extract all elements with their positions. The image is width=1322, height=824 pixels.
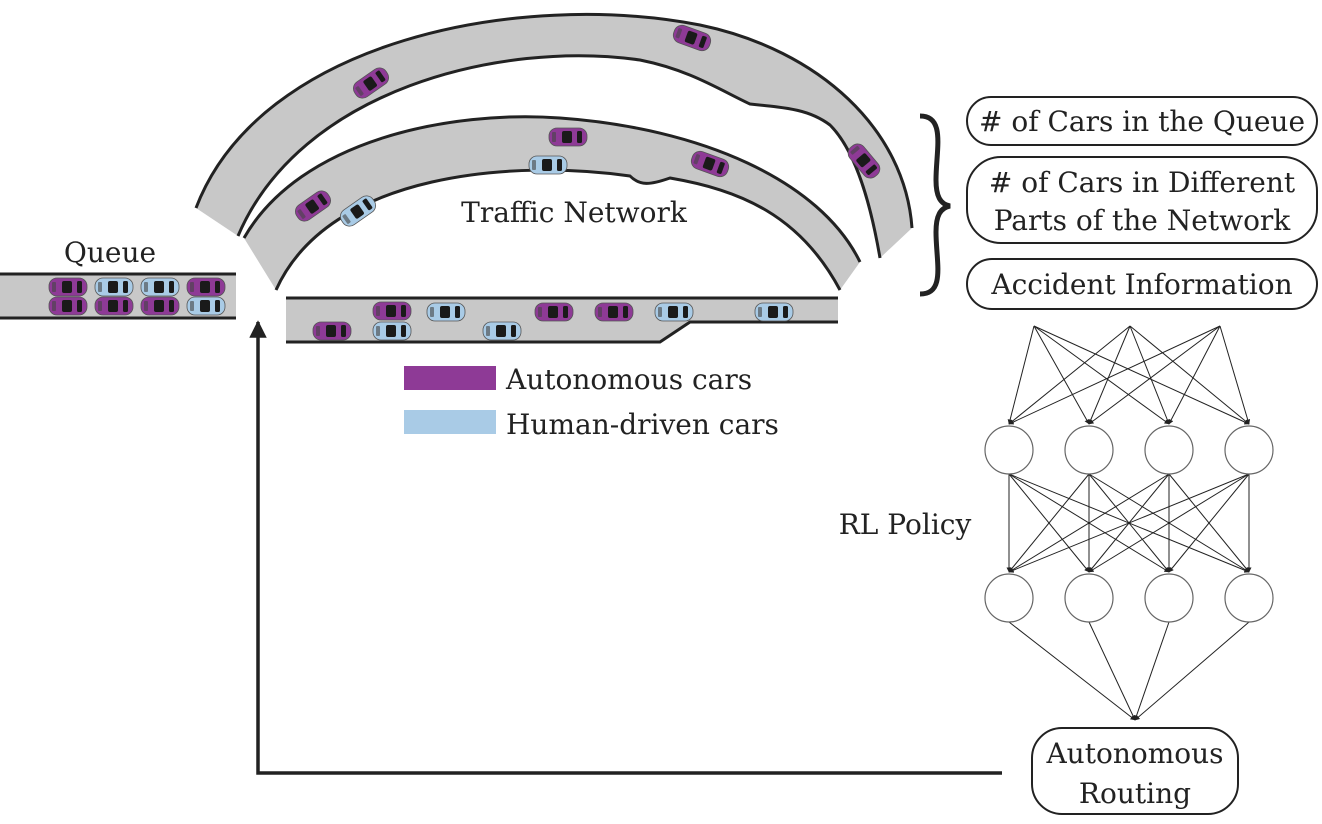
legend-autonomous-label: Autonomous cars — [505, 363, 752, 396]
human-driven-car — [186, 296, 226, 316]
autonomous-car — [48, 296, 88, 316]
human-driven-car — [528, 155, 568, 175]
state-box-network-count-line2: Parts of the Network — [994, 204, 1292, 237]
nn-node-layer2 — [1064, 573, 1114, 623]
nn-edge-hidden — [1008, 473, 1090, 573]
nn-node-layer1 — [1064, 425, 1114, 475]
nn-edge-hidden — [1008, 473, 1170, 573]
nn-edge-input — [1008, 325, 1131, 425]
state-box-network-count-line1: # of Cars in Different — [989, 166, 1296, 199]
nn-node-layer1 — [1224, 425, 1274, 475]
nn-node-layer2 — [1144, 573, 1194, 623]
nn-edge-input — [1033, 325, 1170, 425]
human-driven-car — [426, 302, 466, 322]
nn-edge-input — [1168, 325, 1221, 425]
autonomous-car — [140, 296, 180, 316]
autonomous-routing-line2: Routing — [1079, 777, 1191, 810]
autonomous-car — [312, 321, 352, 341]
nn-edge-output — [1088, 621, 1136, 721]
legend-autonomous-swatch — [404, 366, 496, 390]
human-driven-car — [94, 277, 134, 297]
autonomous-car — [48, 277, 88, 297]
state-brace — [919, 113, 951, 297]
human-driven-car — [482, 321, 522, 341]
legend: Autonomous cars Human-driven cars — [404, 363, 779, 441]
nn-node-layer1 — [984, 425, 1034, 475]
human-driven-car — [754, 302, 794, 322]
nn-edge-input — [1008, 325, 1221, 425]
nn-edge-input — [1129, 325, 1170, 425]
nn-node-layer2 — [984, 573, 1034, 623]
state-box-network-count: # of Cars in Different Parts of the Netw… — [966, 156, 1318, 244]
human-driven-car — [140, 277, 180, 297]
autonomous-routing-line1: Autonomous — [1045, 737, 1223, 770]
nn-edge-output — [1134, 621, 1170, 721]
feedback-arrow — [249, 320, 1002, 775]
rl-policy-network — [984, 325, 1274, 721]
state-box-accident: Accident Information — [966, 258, 1318, 310]
state-box-accident-text: Accident Information — [990, 268, 1292, 301]
nn-node-layer2 — [1224, 573, 1274, 623]
legend-human-swatch — [404, 410, 496, 434]
nn-edge-input — [1129, 325, 1250, 425]
nn-edge-input — [1088, 325, 1131, 425]
rl-policy-label: RL Policy — [839, 508, 972, 541]
legend-human-label: Human-driven cars — [506, 408, 779, 441]
nn-node-layer1 — [1144, 425, 1194, 475]
nn-edge-input — [1007, 325, 1035, 425]
nn-edge-output — [1008, 621, 1136, 721]
human-driven-car — [372, 321, 412, 341]
autonomous-car — [594, 302, 634, 322]
autonomous-car — [372, 301, 412, 321]
nn-edge-hidden — [1168, 473, 1250, 573]
nn-edge-hidden — [1088, 473, 1250, 573]
nn-edge-input — [1033, 325, 1090, 425]
state-box-queue-count-text: # of Cars in the Queue — [979, 105, 1305, 138]
nn-edge-hidden — [1008, 473, 1250, 573]
state-box-queue-count: # of Cars in the Queue — [966, 96, 1318, 146]
nn-edge-output — [1134, 621, 1250, 721]
queue-label: Queue — [64, 236, 156, 269]
autonomous-car — [186, 277, 226, 297]
autonomous-car — [534, 302, 574, 322]
traffic-network-roads — [0, 12, 914, 344]
traffic-network-label: Traffic Network — [461, 196, 688, 229]
nn-edge-input — [1033, 325, 1250, 425]
autonomous-car — [94, 296, 134, 316]
autonomous-car — [548, 127, 588, 147]
nn-edge-input — [1219, 325, 1251, 425]
nn-edge-input — [1088, 325, 1221, 425]
autonomous-routing-box: Autonomous Routing — [1031, 727, 1239, 815]
human-driven-car — [654, 302, 694, 322]
